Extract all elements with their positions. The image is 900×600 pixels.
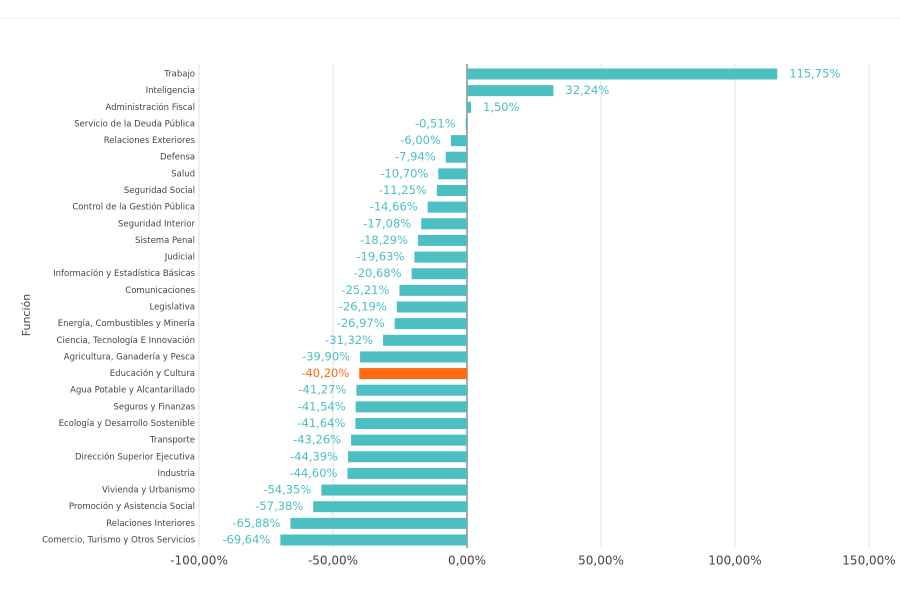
bar (465, 118, 467, 130)
category-label: Vivienda y Urbanismo (102, 486, 195, 496)
bar (321, 484, 467, 496)
bar (348, 451, 467, 463)
value-label: -25,21% (341, 283, 389, 297)
value-label: -20,68% (354, 266, 402, 280)
bar (355, 401, 467, 413)
value-label: 32,24% (565, 83, 609, 97)
value-label: -19,63% (356, 250, 404, 264)
bar (445, 151, 467, 163)
category-label: Relaciones Exteriores (104, 136, 196, 146)
bar (313, 501, 467, 513)
value-label: -57,38% (255, 499, 303, 513)
value-label: -54,35% (263, 483, 311, 497)
bar (411, 268, 467, 280)
category-label: Defensa (160, 153, 195, 163)
bar (467, 85, 554, 97)
x-tick-label: 0,00% (448, 554, 486, 568)
bar (280, 534, 467, 546)
x-tick-label: -50,00% (308, 554, 358, 568)
value-label: -0,51% (415, 116, 456, 130)
bar (417, 234, 467, 246)
value-label: -17,08% (363, 216, 411, 230)
value-label: -11,25% (379, 183, 427, 197)
x-tick-label: 50,00% (578, 554, 624, 568)
bar (427, 201, 467, 213)
category-label: Dirección Superior Ejecutiva (75, 451, 195, 462)
value-label: -7,94% (395, 150, 436, 164)
bar (421, 218, 467, 230)
bar (450, 135, 467, 147)
category-label: Servicio de la Deuda Pública (74, 119, 195, 129)
value-label: 115,75% (789, 67, 840, 81)
category-label: Promoción y Asistencia Social (69, 501, 195, 512)
bar (414, 251, 467, 263)
x-tick-label: -100,00% (170, 554, 228, 568)
category-label: Agua Potable y Alcantarillado (70, 386, 195, 396)
bar (436, 185, 467, 196)
value-label: -14,66% (370, 200, 418, 214)
category-label: Comunicaciones (125, 286, 195, 296)
value-label: -26,19% (339, 300, 387, 314)
x-tick-label: 100,00% (708, 554, 761, 568)
value-label: -41,27% (298, 383, 346, 397)
category-label: Información y Estadística Básicas (53, 268, 195, 279)
category-label: Salud (171, 169, 195, 179)
bar (394, 318, 467, 330)
value-label: -39,90% (302, 349, 350, 363)
category-label: Administración Fiscal (105, 102, 195, 113)
category-label: Seguros y Finanzas (114, 402, 196, 412)
category-label: Ecología y Desarrollo Sostenible (59, 419, 195, 429)
category-label: Agricultura, Ganadería y Pesca (64, 352, 195, 362)
bar (347, 467, 467, 479)
value-label: -10,70% (380, 166, 428, 180)
category-label: Energía, Combustibles y Minería (58, 319, 195, 329)
category-label: Comercio, Turismo y Otros Servicios (42, 536, 195, 546)
value-label: -44,60% (289, 466, 337, 480)
bar (399, 284, 467, 296)
bar (438, 168, 467, 180)
value-label: -40,20% (301, 366, 349, 380)
value-label: -26,97% (337, 316, 385, 330)
bar (355, 418, 467, 429)
value-label: -31,32% (325, 333, 373, 347)
y-axis-label: Función (20, 294, 33, 337)
category-label: Ciencia, Tecnología E Innovación (57, 335, 195, 346)
category-label: Transporte (149, 436, 195, 446)
category-label: Sistema Penal (135, 236, 195, 246)
value-label: -43,26% (293, 433, 341, 447)
category-label: Educación y Cultura (110, 368, 195, 379)
category-label: Trabajo (163, 70, 195, 80)
value-label: -18,29% (360, 233, 408, 247)
value-label: 1,50% (483, 100, 520, 114)
bar (290, 517, 467, 529)
category-label: Seguridad Social (124, 186, 195, 196)
category-label: Legislativa (149, 303, 195, 313)
category-label: Relaciones Interiores (106, 519, 195, 529)
category-label: Inteligencia (146, 86, 195, 96)
bar (383, 334, 467, 346)
category-label: Judicial (164, 253, 195, 263)
bar (467, 101, 472, 113)
bar (467, 68, 778, 80)
x-tick-label: 150,00% (842, 554, 895, 568)
value-label: -65,88% (232, 516, 280, 530)
value-label: -44,39% (290, 449, 338, 463)
bar (351, 434, 467, 446)
category-label: Industria (157, 469, 195, 479)
value-label: -41,54% (298, 399, 346, 413)
value-label: -6,00% (400, 133, 441, 147)
value-label: -69,64% (222, 533, 270, 547)
bar (356, 384, 467, 396)
bar (360, 351, 467, 363)
category-label: Control de la Gestión Pública (72, 202, 195, 213)
value-label: -41,64% (297, 416, 345, 430)
category-label: Seguridad Interior (118, 219, 195, 229)
bar (359, 368, 467, 380)
bar (396, 301, 467, 313)
